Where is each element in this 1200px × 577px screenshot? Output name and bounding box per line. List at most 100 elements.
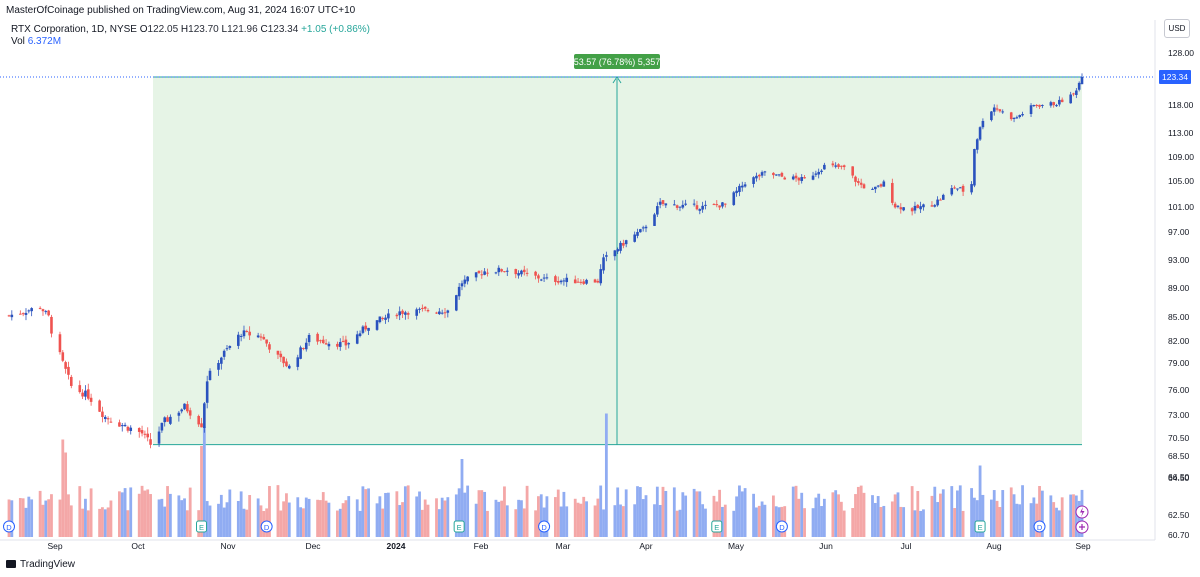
- volume-bar: [752, 493, 755, 537]
- lightning-glyph-icon: [1080, 507, 1085, 517]
- volume-bar: [757, 505, 761, 537]
- volume-bar: [101, 507, 104, 537]
- volume-bar: [364, 489, 368, 537]
- candle-body: [67, 366, 70, 375]
- candle-body: [692, 203, 696, 205]
- y-tick-label: 89.00: [1168, 283, 1190, 293]
- y-tick-label: 85.00: [1168, 312, 1190, 322]
- volume-bar: [953, 508, 956, 537]
- volume-bar: [287, 502, 291, 537]
- currency-button[interactable]: USD: [1164, 19, 1190, 38]
- candle-body: [256, 335, 260, 338]
- volume-bar: [534, 510, 537, 537]
- y-tick-label: 68.50: [1168, 451, 1190, 461]
- volume-bar: [545, 496, 549, 537]
- candle-body: [1018, 115, 1022, 118]
- candle-body: [661, 200, 665, 204]
- volume-bar: [939, 493, 942, 537]
- publisher-line: MasterOfCoinage published on TradingView…: [6, 5, 356, 16]
- candle-body: [338, 342, 342, 347]
- candle-body: [279, 353, 283, 358]
- volume-bar: [188, 487, 192, 537]
- candle-body: [919, 206, 922, 210]
- volume-bar: [701, 504, 705, 537]
- volume-bar: [1072, 494, 1075, 537]
- candle-body: [285, 361, 288, 367]
- volume-bar: [990, 499, 993, 537]
- candle-body: [517, 273, 520, 276]
- volume-bar: [579, 503, 583, 537]
- volume-bar: [103, 509, 107, 537]
- volume-bar: [1038, 485, 1041, 537]
- candle-body: [169, 416, 172, 424]
- candle-body: [891, 182, 894, 203]
- volume-bar: [217, 503, 220, 537]
- symbol-name[interactable]: RTX Corporation, 1D, NYSE: [11, 24, 137, 35]
- candle-body: [21, 313, 25, 315]
- volume-bar: [554, 497, 557, 537]
- volume-bar: [822, 498, 826, 537]
- candle-body: [1021, 114, 1024, 116]
- volume-bar: [678, 509, 682, 537]
- candle-body: [149, 439, 152, 445]
- volume-bar: [440, 497, 444, 537]
- candle-body: [163, 417, 167, 423]
- candle-body: [423, 306, 427, 309]
- candle-body: [639, 229, 642, 233]
- candle-body: [774, 174, 778, 176]
- candle-body: [455, 295, 458, 311]
- volume-bar: [401, 502, 404, 537]
- candle-body: [44, 311, 48, 313]
- volume-bar: [386, 492, 390, 537]
- volume-bar: [837, 494, 840, 537]
- volume-bar: [522, 508, 526, 537]
- volume-bar: [420, 509, 424, 537]
- volume-bar: [282, 501, 286, 537]
- volume-bar: [613, 505, 617, 537]
- candle-body: [398, 311, 401, 316]
- volume-bar: [692, 488, 696, 537]
- candle-body: [1058, 99, 1061, 105]
- candle-body: [248, 331, 251, 336]
- candle-body: [421, 307, 424, 309]
- candle-body: [930, 205, 934, 207]
- candle-body: [981, 120, 985, 128]
- candle-body: [415, 309, 418, 316]
- volume-bar: [299, 507, 303, 537]
- x-tick-label: Mar: [556, 541, 571, 551]
- candle-body: [237, 334, 240, 346]
- y-tick-label: 128.00: [1168, 48, 1194, 58]
- candle-body: [636, 231, 639, 236]
- candle-body: [336, 343, 339, 347]
- volume-bar: [415, 496, 419, 537]
- x-tick-label: 2024: [387, 541, 406, 551]
- candle-body: [537, 275, 540, 279]
- volume-bar: [38, 490, 42, 537]
- volume-bar: [1052, 502, 1056, 537]
- candle-body: [998, 109, 1002, 112]
- candle-body: [1049, 102, 1053, 106]
- volume-bar: [319, 500, 322, 537]
- volume-bar: [129, 487, 133, 537]
- volume-bar: [327, 502, 331, 537]
- candle-body: [1052, 102, 1055, 106]
- event-marker-label: E: [714, 523, 719, 532]
- volume-bar: [222, 507, 226, 537]
- x-tick-label: Jul: [901, 541, 912, 551]
- volume-bar: [721, 506, 724, 537]
- candle-body: [525, 272, 529, 274]
- candle-body: [203, 403, 206, 428]
- candle-body: [222, 350, 226, 357]
- candle-body: [38, 307, 42, 309]
- candle-body: [593, 279, 597, 283]
- candle-body: [381, 317, 385, 319]
- candle-body: [296, 357, 300, 367]
- volume-bar: [743, 488, 747, 537]
- candle-body: [723, 203, 727, 205]
- open-value: 122.05: [147, 24, 179, 35]
- candle-body: [624, 240, 628, 245]
- candle-body: [242, 330, 246, 337]
- candle-body: [678, 206, 682, 208]
- high-label: H: [180, 24, 189, 35]
